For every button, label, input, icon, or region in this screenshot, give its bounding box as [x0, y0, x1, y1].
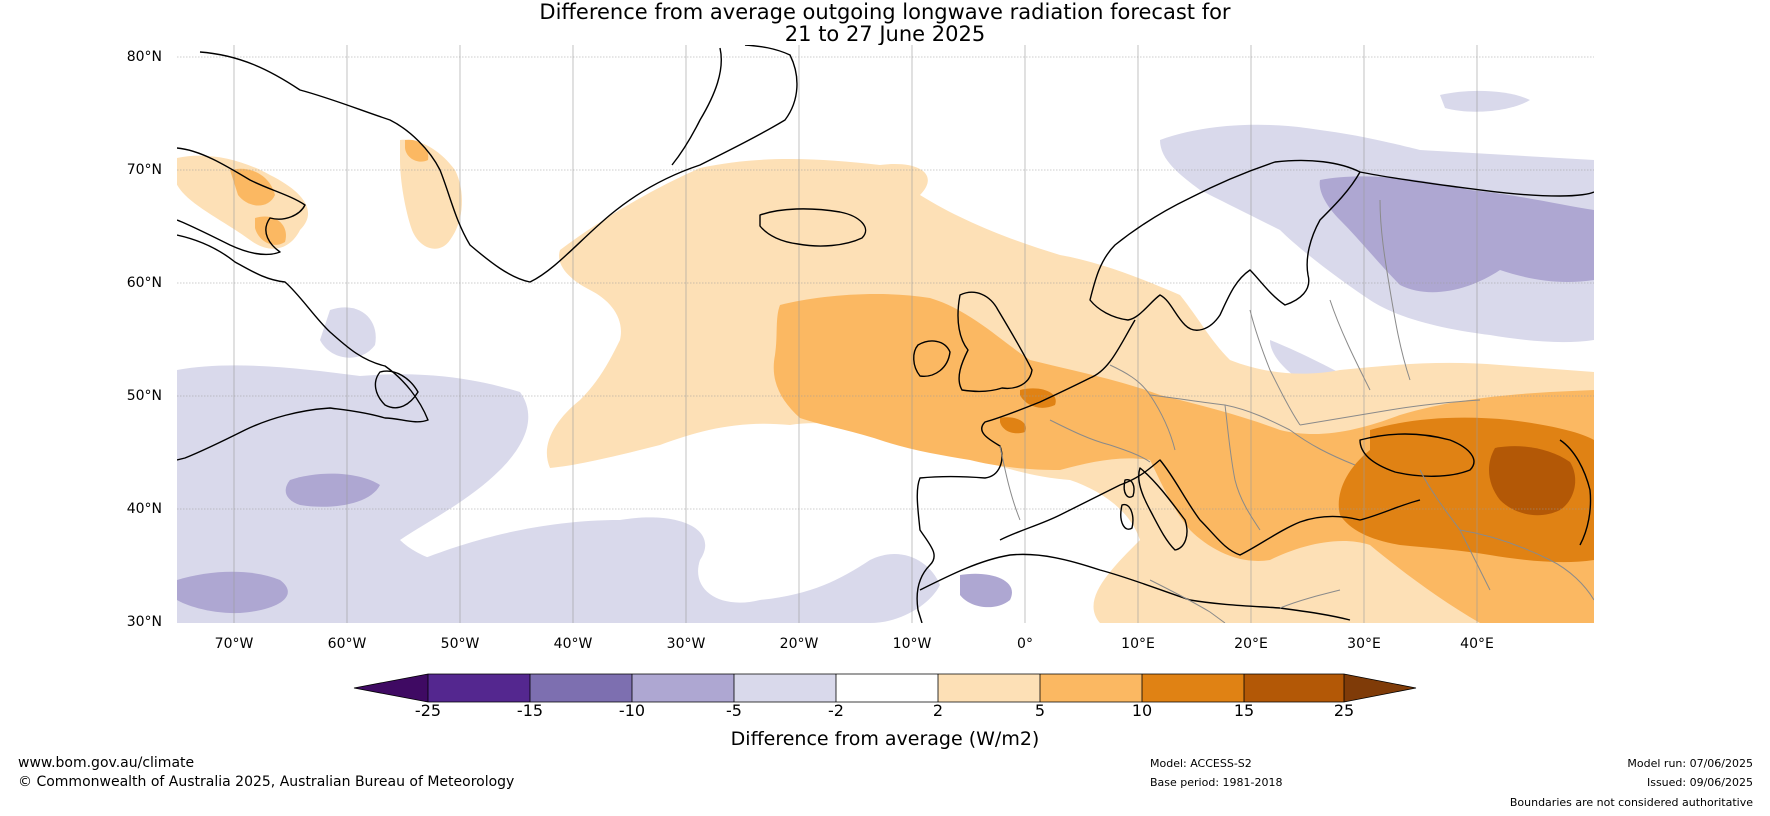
colorbar-tick-label: -2	[828, 701, 844, 720]
lon-label-10e: 10°E	[1121, 636, 1155, 652]
colorbar-tick-label: -15	[516, 701, 544, 720]
colorbar-extend-high	[1344, 674, 1416, 702]
colorbar-tick-label: -10	[618, 701, 646, 720]
lat-label-40n: 40°N	[126, 501, 162, 517]
footer-website: www.bom.gov.au/climate	[18, 755, 195, 771]
anomaly-fill-minus10-to-minus5	[177, 176, 1594, 614]
colorbar-tick-label: 25	[1333, 701, 1355, 720]
colorbar	[353, 673, 1417, 703]
lon-label-30w: 30°W	[666, 636, 706, 652]
colorbar-segment	[938, 674, 1040, 702]
footer-boundaries-note: Boundaries are not considered authoritat…	[1509, 796, 1753, 809]
colorbar-segment	[1040, 674, 1142, 702]
colorbar-tick-label: 2	[932, 701, 944, 720]
map-gridlines	[177, 45, 1594, 623]
lon-label-70w: 70°W	[214, 636, 254, 652]
map-plot-area	[177, 45, 1594, 623]
colorbar-extend-low	[354, 674, 428, 702]
colorbar-segment	[1244, 674, 1344, 702]
colorbar-title: Difference from average (W/m2)	[730, 728, 1040, 750]
footer-copyright: © Commonwealth of Australia 2025, Austra…	[18, 774, 515, 790]
lon-label-0: 0°	[1017, 636, 1033, 652]
colorbar-tick-label: -25	[414, 701, 442, 720]
lon-label-20e: 20°E	[1234, 636, 1268, 652]
colorbar-segment	[632, 674, 734, 702]
lon-label-50w: 50°W	[440, 636, 480, 652]
anomaly-fill-15-to-25	[1488, 446, 1576, 516]
lon-label-30e: 30°E	[1347, 636, 1381, 652]
lat-label-50n: 50°N	[126, 388, 162, 404]
lat-label-60n: 60°N	[126, 275, 162, 291]
country-borders	[999, 199, 1594, 623]
map-title-line-1: Difference from average outgoing longwav…	[539, 0, 1231, 24]
colorbar-segment	[836, 674, 938, 702]
lat-label-30n: 30°N	[126, 614, 162, 630]
lon-label-20w: 20°W	[779, 636, 819, 652]
footer-issued: Issued: 09/06/2025	[1646, 776, 1753, 789]
lat-label-70n: 70°N	[126, 162, 162, 178]
lon-label-40w: 40°W	[553, 636, 593, 652]
colorbar-segment	[1142, 674, 1244, 702]
lon-label-60w: 60°W	[327, 636, 367, 652]
map-title-line-2: 21 to 27 June 2025	[784, 22, 986, 46]
footer-base-period: Base period: 1981-2018	[1150, 776, 1283, 789]
colorbar-segment	[734, 674, 836, 702]
colorbar-tick-label: 10	[1131, 701, 1153, 720]
coastlines	[177, 45, 1594, 623]
colorbar-tick-label: 5	[1034, 701, 1046, 720]
colorbar-segment	[530, 674, 632, 702]
lat-label-80n: 80°N	[126, 49, 162, 65]
colorbar-tick-label: 15	[1233, 701, 1255, 720]
lon-label-40e: 40°E	[1460, 636, 1494, 652]
footer-model-run: Model run: 07/06/2025	[1627, 757, 1753, 770]
lon-label-10w: 10°W	[892, 636, 932, 652]
colorbar-segment	[428, 674, 530, 702]
colorbar-tick-label: -5	[726, 701, 742, 720]
footer-model: Model: ACCESS-S2	[1150, 757, 1252, 770]
